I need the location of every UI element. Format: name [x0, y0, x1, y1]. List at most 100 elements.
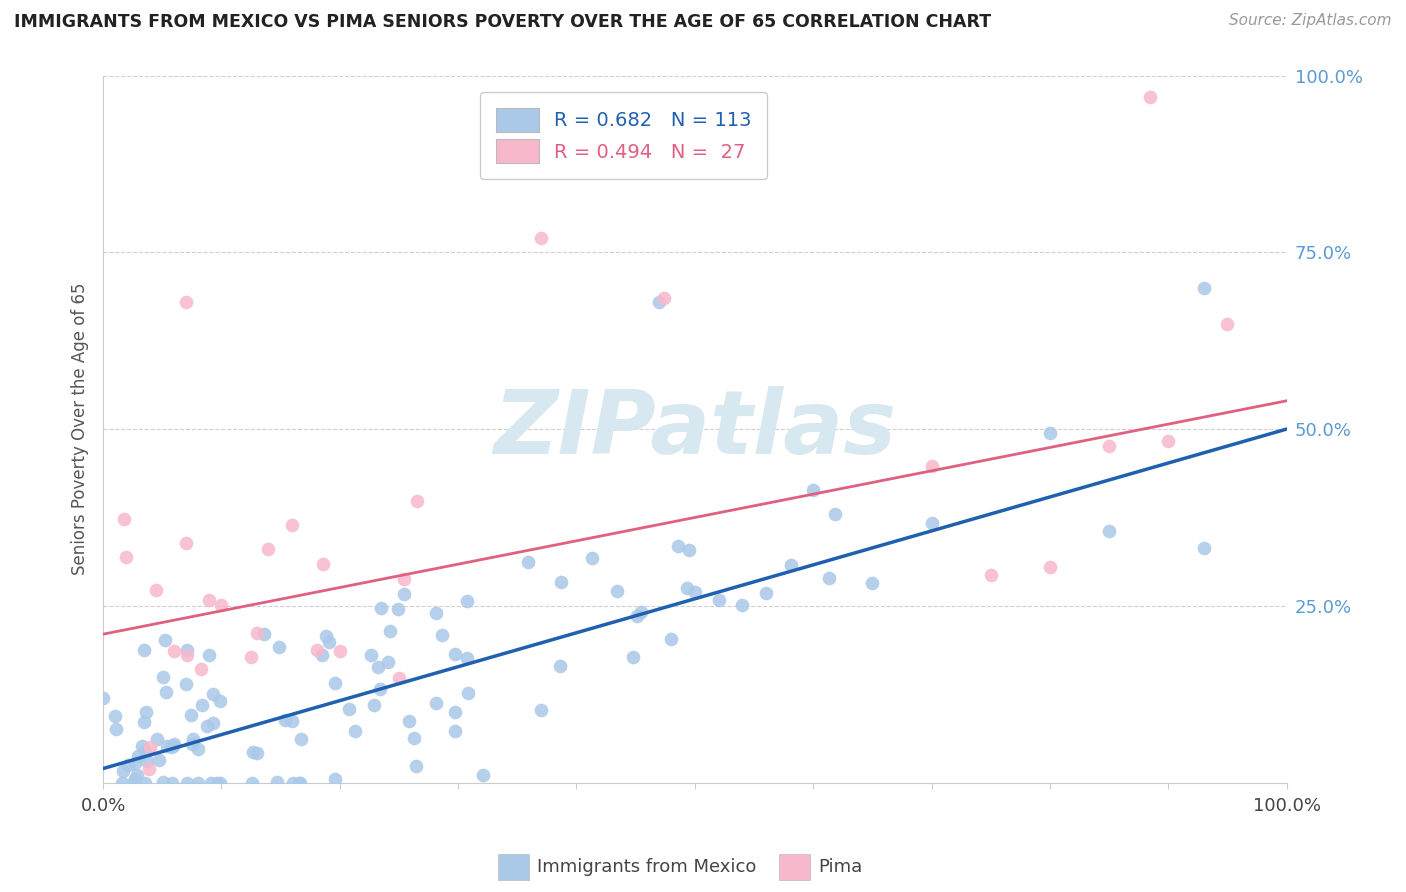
Point	[152, 670, 174, 684]
Point	[368, 682, 391, 697]
Point	[145, 582, 167, 597]
Point	[360, 648, 382, 663]
Point	[211, 598, 233, 612]
Point	[443, 724, 465, 739]
Point	[398, 714, 420, 728]
Point	[134, 643, 156, 657]
Point	[162, 739, 184, 754]
Point	[209, 694, 232, 708]
Point	[127, 749, 149, 764]
Point	[311, 558, 333, 572]
Point	[200, 775, 222, 789]
Point	[1139, 89, 1161, 103]
Point	[93, 691, 115, 706]
Point	[630, 605, 652, 619]
Point	[146, 732, 169, 747]
Legend: R = 0.682   N = 113, R = 0.494   N =  27: R = 0.682 N = 113, R = 0.494 N = 27	[481, 92, 768, 178]
Point	[377, 655, 399, 669]
Point	[104, 723, 127, 737]
Point	[755, 586, 778, 600]
Point	[125, 767, 148, 781]
Text: IMMIGRANTS FROM MEXICO VS PIMA SENIORS POVERTY OVER THE AGE OF 65 CORRELATION CH: IMMIGRANTS FROM MEXICO VS PIMA SENIORS P…	[14, 13, 991, 31]
Point	[190, 662, 212, 676]
Point	[195, 719, 218, 733]
Point	[240, 775, 263, 789]
Point	[176, 775, 198, 789]
Point	[581, 550, 603, 565]
Point	[548, 659, 571, 673]
Point	[517, 556, 540, 570]
Point	[606, 584, 628, 599]
Point	[246, 746, 269, 760]
Point	[818, 571, 841, 585]
Point	[160, 775, 183, 789]
Point	[405, 494, 427, 508]
Point	[135, 705, 157, 719]
Point	[666, 539, 689, 553]
Point	[124, 772, 146, 787]
Point	[209, 775, 232, 789]
Point	[367, 660, 389, 674]
Point	[1192, 280, 1215, 294]
Point	[112, 512, 135, 526]
Point	[191, 698, 214, 713]
Point	[530, 231, 553, 245]
Point	[621, 650, 644, 665]
Point	[626, 609, 648, 624]
Point	[652, 292, 675, 306]
Point	[155, 632, 177, 647]
Point	[678, 542, 700, 557]
Point	[201, 687, 224, 701]
Point	[138, 762, 160, 776]
Point	[198, 592, 221, 607]
Point	[269, 640, 291, 655]
Point	[443, 647, 465, 661]
Point	[394, 572, 416, 586]
Point	[659, 632, 682, 646]
Point	[387, 602, 409, 616]
Text: ZIPatlas: ZIPatlas	[494, 385, 897, 473]
Point	[370, 600, 392, 615]
Point	[124, 756, 146, 770]
Point	[731, 598, 754, 612]
Point	[425, 697, 447, 711]
Point	[290, 732, 312, 747]
Point	[405, 759, 427, 773]
Point	[176, 643, 198, 657]
Point	[131, 739, 153, 754]
Point	[471, 768, 494, 782]
Point	[315, 629, 337, 643]
Point	[156, 739, 179, 753]
Point	[155, 684, 177, 698]
Point	[444, 705, 467, 719]
Point	[425, 606, 447, 620]
Point	[363, 698, 385, 712]
Point	[187, 775, 209, 789]
Point	[683, 585, 706, 599]
Point	[181, 731, 204, 746]
Point	[174, 294, 197, 309]
Point	[1157, 434, 1180, 449]
Point	[252, 627, 274, 641]
Point	[921, 516, 943, 530]
Point	[318, 635, 340, 649]
Point	[240, 649, 263, 664]
Point	[707, 592, 730, 607]
Point	[329, 644, 352, 658]
Point	[388, 671, 411, 685]
Point	[104, 709, 127, 723]
Point	[110, 775, 132, 789]
Point	[139, 740, 162, 755]
Text: Pima: Pima	[818, 858, 863, 876]
Point	[343, 723, 366, 738]
Point	[824, 507, 846, 521]
Point	[132, 715, 155, 730]
Point	[378, 624, 401, 639]
Point	[205, 775, 228, 789]
Point	[311, 648, 333, 662]
Point	[266, 775, 288, 789]
Point	[287, 775, 309, 789]
Point	[676, 581, 699, 595]
Text: Immigrants from Mexico: Immigrants from Mexico	[537, 858, 756, 876]
Y-axis label: Seniors Poverty Over the Age of 65: Seniors Poverty Over the Age of 65	[72, 283, 89, 575]
